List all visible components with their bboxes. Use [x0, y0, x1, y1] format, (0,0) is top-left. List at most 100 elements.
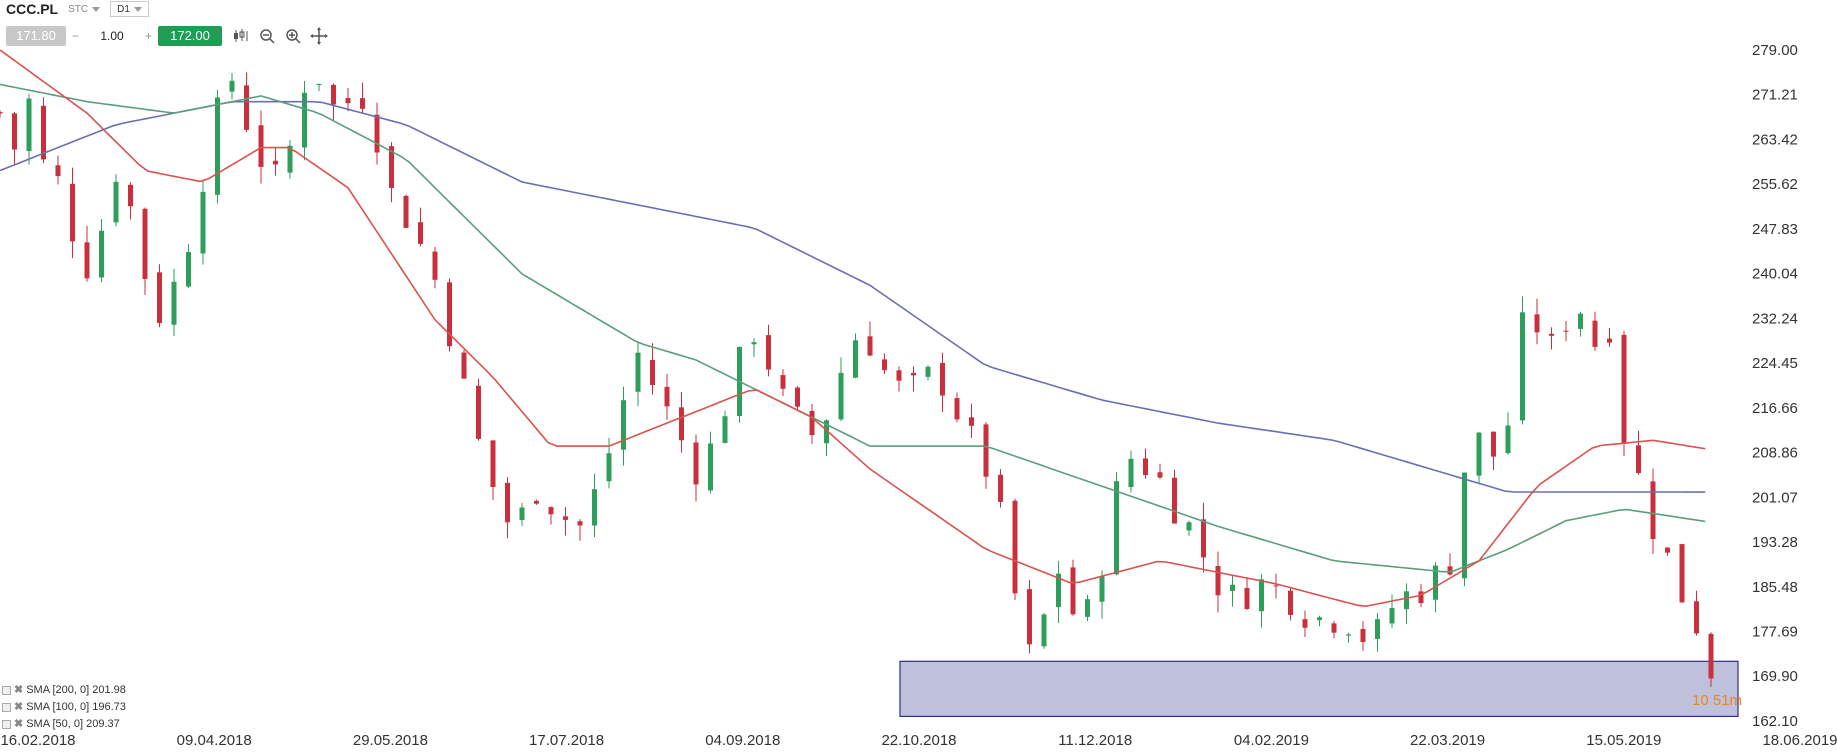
candle-body — [447, 282, 452, 347]
candle-body — [1331, 623, 1337, 633]
indicator-row[interactable]: ✖ SMA [50, 0] 209.37 — [2, 716, 126, 733]
candle-body — [1476, 432, 1482, 476]
zoom-out-icon[interactable] — [258, 27, 276, 45]
candle-body — [374, 114, 380, 153]
candle-body — [316, 83, 322, 85]
candle-body — [490, 440, 496, 487]
y-tick-label: 216.66 — [1752, 400, 1798, 417]
candle-body — [780, 375, 786, 389]
candle-body — [1433, 565, 1438, 600]
candle-body — [534, 500, 539, 504]
settings-icon[interactable] — [2, 720, 11, 729]
candle-body — [99, 230, 104, 278]
candle-body — [1186, 522, 1192, 531]
settings-icon[interactable] — [2, 686, 11, 695]
candle-body — [1302, 619, 1308, 628]
indicator-row[interactable]: ✖ SMA [100, 0] 196.73 — [2, 699, 126, 716]
quantity-stepper[interactable]: − 1.00 + — [66, 29, 158, 43]
candle-body — [1592, 320, 1598, 347]
candle-body — [679, 407, 684, 441]
y-tick-label: 162.10 — [1752, 713, 1798, 730]
buy-button[interactable]: 172.00 — [158, 26, 222, 46]
x-tick-label: 22.10.2018 — [881, 732, 956, 749]
candle-body — [1636, 445, 1641, 474]
candle-body — [1418, 591, 1424, 604]
candle-body — [1085, 599, 1090, 617]
candle-body — [302, 92, 307, 148]
candlestick-series — [0, 72, 1714, 687]
candle-body — [1157, 472, 1163, 478]
interval-dropdown[interactable]: D1 — [110, 1, 149, 17]
close-icon[interactable]: ✖ — [14, 701, 24, 713]
candle-timer-label: 10 51m — [1692, 692, 1742, 709]
y-tick-label: 240.04 — [1752, 266, 1798, 283]
candle-body — [621, 400, 626, 450]
candle-body — [186, 251, 191, 287]
x-tick-label: 17.07.2018 — [529, 732, 604, 749]
chevron-down-icon — [92, 6, 101, 12]
candle-body — [1462, 472, 1467, 579]
candle-body — [128, 184, 133, 207]
candle-body — [26, 98, 32, 152]
candle-body — [1621, 334, 1627, 444]
candle-body — [563, 516, 568, 520]
trade-panel: 171.80 − 1.00 + 172.00 — [6, 26, 328, 46]
candle-body — [1520, 312, 1525, 421]
candle-body — [0, 112, 3, 114]
candle-body — [1056, 573, 1061, 608]
candle-body — [157, 272, 162, 324]
candle-body — [1128, 458, 1134, 488]
close-icon[interactable]: ✖ — [14, 684, 24, 696]
settings-icon[interactable] — [2, 703, 11, 712]
sell-button[interactable]: 171.80 — [6, 26, 66, 46]
candle-type-icon[interactable] — [232, 27, 250, 45]
candle-body — [1143, 458, 1148, 476]
candle-body — [1375, 619, 1380, 639]
candle-body — [418, 222, 423, 244]
candle-body — [1665, 547, 1670, 553]
instrument-type-dropdown[interactable]: STC — [68, 3, 101, 15]
candle-body — [331, 84, 336, 105]
candle-body — [635, 352, 641, 392]
candle-body — [55, 165, 61, 177]
candle-body — [345, 98, 351, 104]
candle-body — [1447, 566, 1453, 575]
candle-body — [766, 335, 771, 370]
candle-body — [983, 424, 989, 477]
move-icon[interactable] — [310, 27, 328, 45]
x-tick-label: 15.05.2019 — [1586, 732, 1661, 749]
candle-body — [1549, 333, 1554, 336]
candle-body — [1201, 519, 1206, 558]
candle-body — [838, 372, 844, 420]
qty-value[interactable]: 1.00 — [100, 29, 124, 43]
candle-body — [1041, 614, 1047, 647]
y-axis: 279.00 271.21 263.42 255.62 247.83 240.04 232.… — [1752, 42, 1798, 730]
chevron-down-icon — [133, 6, 142, 12]
qty-plus-button[interactable]: + — [144, 29, 152, 43]
candle-body — [1027, 589, 1032, 645]
interval-label: D1 — [117, 3, 130, 15]
candle-body — [215, 97, 220, 195]
sma-50-line — [0, 49, 1706, 608]
candle-body — [1563, 330, 1569, 332]
candle-body — [795, 387, 800, 407]
sma-lines — [0, 49, 1706, 608]
candle-body — [1230, 584, 1235, 591]
close-icon[interactable]: ✖ — [14, 718, 24, 730]
candle-body — [1172, 477, 1177, 524]
support-zone-rect[interactable] — [899, 660, 1739, 718]
instrument-type-label: STC — [68, 3, 89, 15]
qty-minus-button[interactable]: − — [72, 29, 80, 43]
indicator-label: SMA [50, 0] 209.37 — [26, 718, 120, 730]
sma-100-line — [0, 83, 1706, 573]
candle-body — [548, 507, 554, 515]
indicator-row[interactable]: ✖ SMA [200, 0] 201.98 — [2, 682, 126, 699]
symbol-label[interactable]: CCC.PL — [6, 1, 59, 17]
candle-body — [1070, 567, 1076, 615]
zoom-in-icon[interactable] — [284, 27, 302, 45]
candle-body — [911, 372, 916, 376]
candle-body — [200, 191, 206, 254]
candle-body — [1215, 565, 1221, 596]
indicator-label: SMA [200, 0] 201.98 — [26, 684, 126, 696]
